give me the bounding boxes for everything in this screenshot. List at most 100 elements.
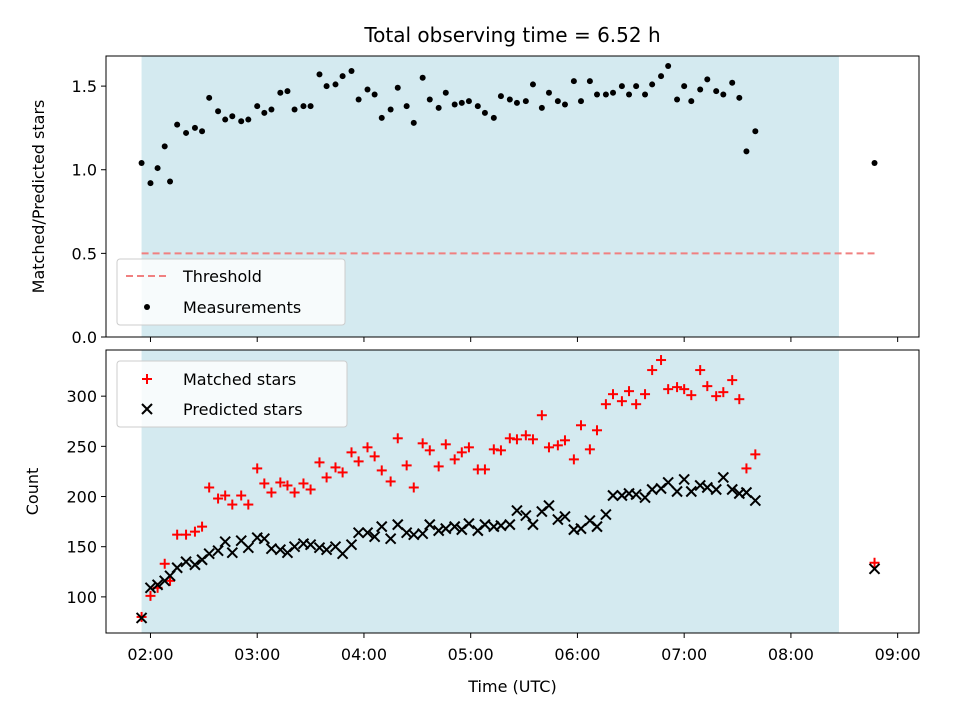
measurement-point-77 [743,148,750,155]
bottom-axes-frame [105,349,920,634]
measurement-point-25 [332,81,339,88]
matched-point-46 [495,445,506,456]
measurement-point-32 [387,106,394,113]
predicted-point-0 [135,612,148,624]
matched-point-48 [511,434,522,445]
measurement-point-48 [513,99,520,106]
predicted-point-7 [189,559,201,571]
measurement-point-70 [688,98,695,105]
predicted-point-36-b [416,527,429,540]
measurement-point-69 [681,83,688,90]
measurement-point-76 [736,94,743,101]
predicted-point-5 [171,562,183,574]
predicted-point-30 [368,530,381,543]
top-y-ticks: 0.0 0.5 1.0 1.5 [72,77,106,347]
matched-point-5 [172,529,183,540]
measurement-point-30 [371,91,378,98]
measurement-point-31 [378,114,385,121]
matched-point-60 [608,389,619,400]
predicted-point-59 [600,508,612,521]
matched-point-40 [449,454,460,465]
predicted-point-61 [616,489,628,502]
predicted-point-9-b [203,548,215,560]
measurement-point-71 [697,86,704,93]
matched-point-33 [392,433,403,444]
measurement-point-33 [394,84,401,91]
matched-point-47 [504,433,515,444]
matched-point-9 [204,482,215,493]
measurement-point-49 [522,98,529,105]
predicted-point-54-b [559,510,571,523]
measurement-point-6 [183,129,190,136]
predicted-point-2-b [151,579,164,591]
measurement-point-3 [161,143,168,150]
top-ytick-label-0: 0.0 [72,328,97,347]
predicted-point-37 [424,518,436,531]
predicted-point-71 [694,479,706,492]
predicted-point-75-b [726,483,738,496]
matched-point-13 [236,490,247,501]
top-legend: Threshold Measurements [116,258,346,326]
measurement-point-24 [323,83,330,90]
measurement-point-19 [284,88,291,95]
predicted-point-26-b [336,548,349,560]
legend-matched-swatch [142,374,152,384]
measurement-point-29 [364,86,371,93]
top-legend-box [116,258,346,326]
measurement-point-61 [618,83,625,90]
predicted-point-61-b [616,489,628,502]
predicted-point-24 [320,543,333,556]
measurement-point-57 [586,78,593,85]
measurement-point-21 [300,103,307,110]
predicted-point-7-b [189,559,201,571]
matched-point-6 [181,529,192,540]
matched-point-57 [584,444,595,455]
measurement-point-35 [410,119,417,126]
predicted-point-59-b [600,508,612,521]
matched-point-42 [463,442,474,453]
top-ytick-label-3: 1.5 [72,77,97,96]
measurement-point-46 [497,93,504,100]
predicted-point-23 [313,541,326,554]
predicted-point-20-b [288,540,301,553]
predicted-point-10 [212,545,224,557]
predicted-point-52 [543,499,555,512]
measurement-point-36 [419,74,426,81]
predicted-point-48 [511,504,523,517]
predicted-point-47-b [504,518,516,531]
matched-point-68 [672,382,683,393]
matched-point-30 [369,451,380,462]
matched-point-36 [417,438,428,449]
matched-point-3 [159,558,170,569]
bottom-xtick-label-7: 09:00 [875,645,921,664]
matched-point-29 [362,442,373,453]
measurement-point-17 [268,106,275,113]
predicted-point-56 [575,522,587,535]
predicted-point-47 [504,518,516,531]
matched-point-73 [711,391,722,402]
predicted-point-70-b [685,485,697,498]
matched-point-49 [520,430,531,441]
measurement-point-60 [610,89,617,96]
predicted-point-50 [527,518,539,531]
predicted-point-71-b [694,479,706,492]
bottom-legend: Matched stars Predicted stars [116,360,348,428]
predicted-point-69-b [678,473,690,486]
measurement-point-37 [426,96,433,103]
measurement-point-42 [465,98,472,105]
measurement-point-43 [474,103,481,110]
predicted-point-12 [226,547,239,559]
matched-point-32 [385,476,396,487]
measurement-point-34 [403,103,410,110]
measurement-point-58 [594,91,601,98]
measurement-point-66 [658,73,665,80]
legend-measurements-swatch [144,304,150,310]
predicted-point-29 [361,526,374,539]
matched-point-65 [647,365,658,376]
predicted-point-70 [685,485,697,498]
matched-point-51 [536,410,547,421]
matched-point-75 [727,375,738,386]
predicted-point-75 [726,483,738,496]
measurement-point-4 [167,178,174,185]
bottom-ytick-label-0: 100 [66,588,97,607]
